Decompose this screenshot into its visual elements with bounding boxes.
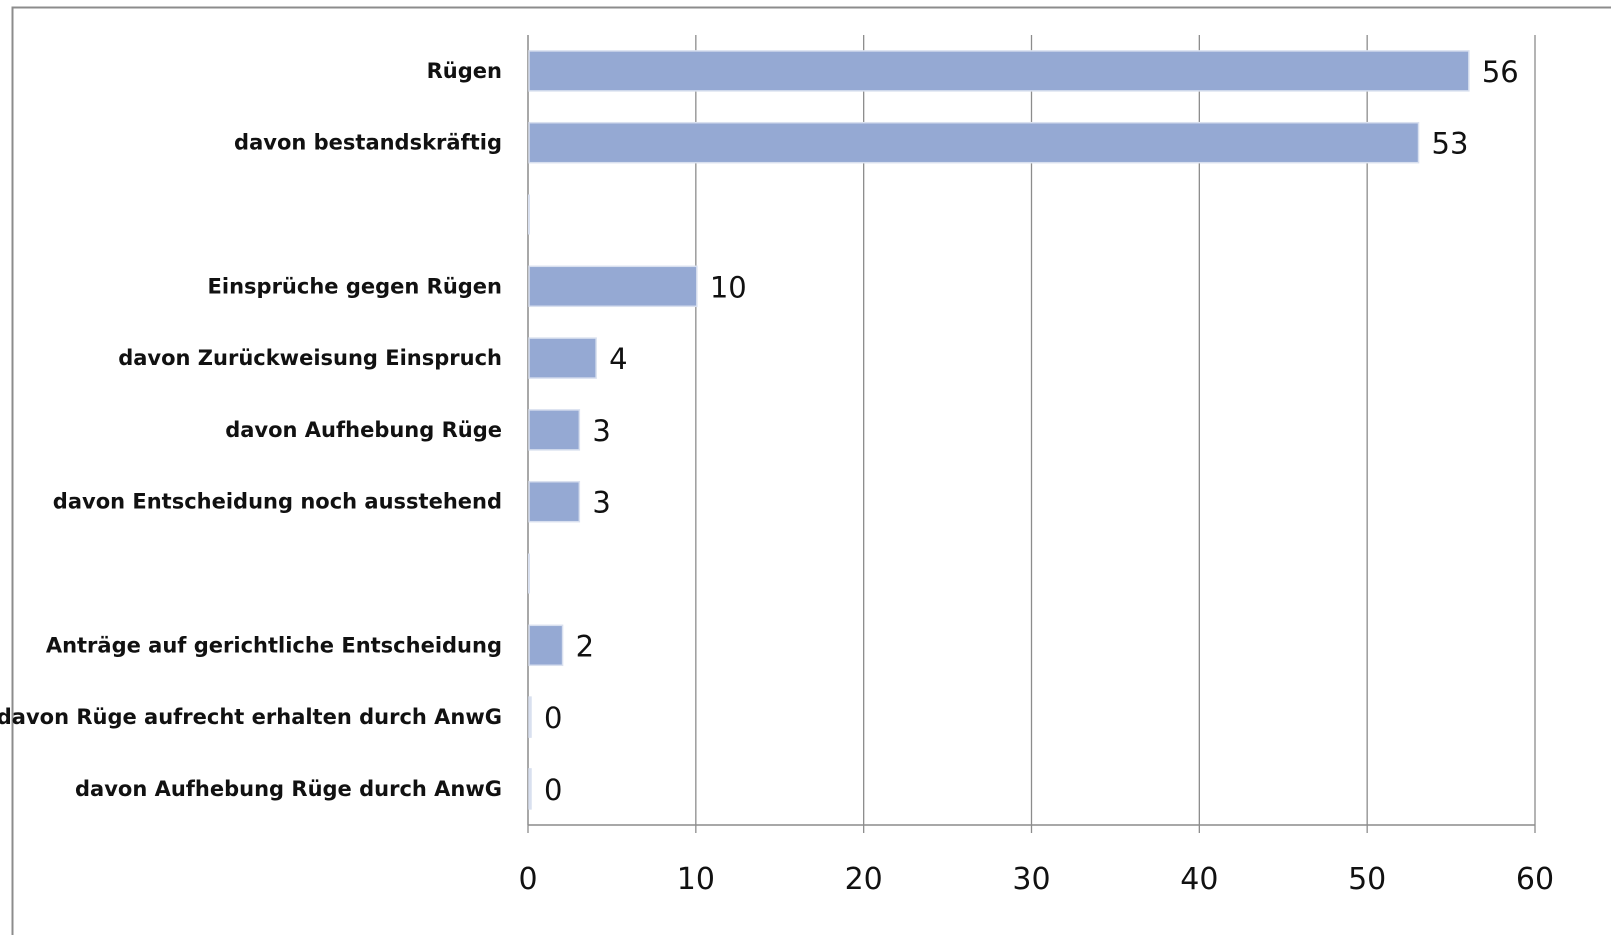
category-label: davon Zurückweisung Einspruch [118, 346, 502, 370]
value-label: 0 [544, 773, 562, 807]
axes [527, 35, 1536, 833]
value-label: 0 [544, 701, 562, 735]
value-label: 10 [710, 270, 747, 304]
value-label: 56 [1482, 55, 1519, 89]
x-tick-label: 0 [518, 862, 537, 897]
x-tick-label: 60 [1516, 862, 1554, 897]
x-tick-label: 40 [1180, 862, 1218, 897]
x-tick-label: 10 [677, 862, 715, 897]
x-tick-labels: 0 10 20 30 40 50 60 [518, 862, 1554, 897]
value-label: 3 [592, 486, 610, 520]
x-tick-label: 30 [1012, 862, 1050, 897]
category-label: davon Entscheidung noch ausstehend [53, 490, 502, 514]
bar-empty [528, 194, 530, 235]
bar [528, 409, 581, 451]
bar [528, 768, 532, 810]
bar [528, 121, 1420, 164]
bar [528, 696, 532, 738]
category-label: davon bestandskräftig [234, 131, 502, 155]
value-label: 53 [1432, 127, 1469, 161]
value-label: 2 [576, 629, 594, 663]
x-tick-label: 50 [1348, 862, 1386, 897]
bar [528, 265, 698, 308]
category-label: davon Aufhebung Rüge [225, 418, 502, 442]
bars [528, 50, 1470, 810]
category-label: Anträge auf gerichtliche Entscheidung [46, 633, 502, 657]
bar [528, 337, 597, 379]
bar-empty [528, 553, 530, 594]
value-label: 4 [609, 342, 627, 376]
category-label: davon Aufhebung Rüge durch AnwG [75, 777, 502, 801]
category-label: davon Rüge aufrecht erhalten durch AnwG [0, 705, 502, 729]
gridlines [695, 35, 1536, 825]
value-labels: 56 53 10 4 3 3 2 0 0 [544, 55, 1519, 807]
category-label: Rügen [427, 59, 502, 83]
bar [528, 50, 1470, 92]
category-label: Einsprüche gegen Rügen [208, 274, 502, 298]
category-labels: Rügen davon bestandskräftig Einsprüche geg… [0, 59, 502, 801]
value-label: 3 [592, 414, 610, 448]
x-tick-label: 20 [845, 862, 883, 897]
bar [528, 624, 564, 667]
bar [528, 480, 581, 523]
